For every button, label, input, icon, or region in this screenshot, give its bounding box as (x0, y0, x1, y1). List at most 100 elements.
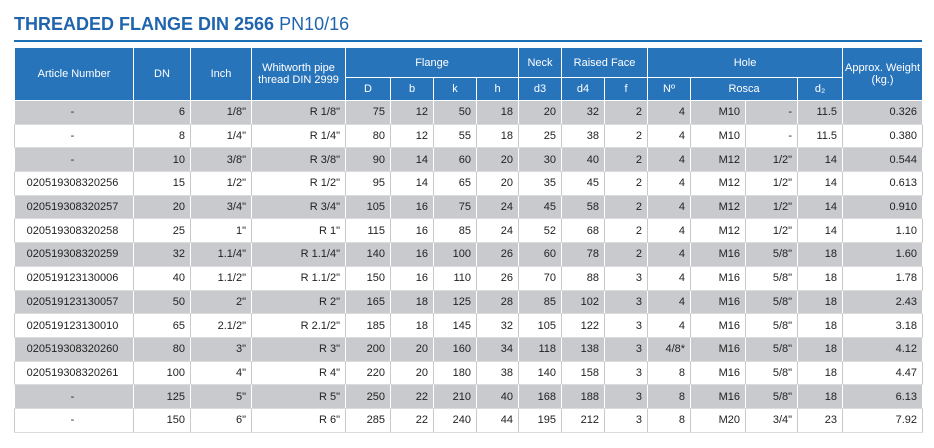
table-cell: 16 (390, 195, 434, 220)
table-row: 020519308320257 20 3/4" R 3/4" 105 16 75 24 45 58… (14, 195, 924, 220)
table-cell: 18 (797, 290, 844, 315)
table-cell: 285 (345, 408, 391, 433)
table-cell: 1/2" (745, 218, 799, 244)
head-subcell: d4 (561, 77, 606, 101)
table-cell: 0.326 (842, 100, 924, 125)
table-cell: 60 (433, 147, 477, 173)
table-cell: 75 (345, 100, 391, 125)
table-cell: 85 (433, 218, 477, 244)
table-cell: 18 (475, 124, 520, 149)
table-cell: 180 (433, 361, 477, 386)
table-cell: 4 (647, 171, 692, 196)
table-cell: R 1" (251, 218, 346, 244)
head-subcell: k (433, 77, 477, 101)
table-cell: 80 (133, 337, 191, 362)
table-cell: 22 (390, 384, 434, 409)
table-cell: 14 (797, 147, 844, 173)
table-cell: 28 (475, 290, 520, 315)
table-cell: 020519308320256 (14, 171, 134, 196)
table-cell: - (14, 100, 134, 125)
table-cell: 3 (604, 313, 649, 338)
table-row: -10 3/8" R 3/8" 90 14 60 20 30 40 2 4 M12 1/2" 14 0.54… (14, 147, 924, 173)
table-cell: 240 (433, 408, 477, 433)
table-cell: M10 (690, 100, 747, 125)
table-cell: 4 (647, 147, 692, 173)
table-cell: 11.5 (797, 124, 844, 149)
table-cell: 020519308320260 (14, 337, 134, 362)
table-cell: 7.92 (842, 408, 924, 433)
table-cell: R 4" (251, 361, 346, 386)
table-cell: 115 (345, 218, 391, 244)
head-subcell: b (390, 77, 434, 101)
table-cell: 1.10 (842, 218, 924, 244)
table-cell: 18 (797, 337, 844, 362)
table-cell: - (14, 147, 134, 173)
table-cell: 150 (133, 408, 191, 433)
table-cell: 4" (190, 361, 252, 386)
table-cell: 12 (390, 100, 434, 125)
table-cell: 12 (390, 124, 434, 149)
table-cell: 11.5 (797, 100, 844, 125)
head-subcell: d3 (518, 77, 563, 101)
table-cell: 4 (647, 195, 692, 220)
table-cell: M16 (690, 337, 747, 362)
table-cell: 168 (518, 384, 563, 409)
table-cell: 18 (797, 313, 844, 338)
table-cell: 3/4" (190, 195, 252, 220)
table-cell: 24 (475, 195, 520, 220)
table-cell: 75 (433, 195, 477, 220)
table-cell: 1/4" (190, 124, 252, 149)
head-cell: Raised Face (561, 47, 649, 78)
table-cell: 24 (475, 218, 520, 244)
table-row: 020519308320260 80 3" R 3" 200 20 160 34 118 138 3… (14, 337, 924, 362)
table-cell: 5/8" (745, 337, 799, 362)
table-cell: 18 (390, 313, 434, 338)
table-cell: 4/8* (647, 337, 692, 362)
table-cell: 100 (133, 361, 191, 386)
table-cell: 1.60 (842, 242, 924, 267)
table-cell: 4 (647, 266, 692, 291)
table-cell: 1.1/4" (190, 242, 252, 267)
table-cell: 14 (390, 147, 434, 173)
table-cell: 0.544 (842, 147, 924, 173)
table-body: -6 1/8" R 1/8" 75 12 50 18 20 32 2 4 M10-11.5 0.326-… (14, 100, 924, 433)
table-cell: R 3/4" (251, 195, 346, 220)
table-cell: 65 (133, 313, 191, 338)
table-cell: 60 (518, 242, 563, 267)
table-cell: 1/2" (190, 171, 252, 196)
table-cell: 118 (518, 337, 563, 362)
table-cell: 4 (647, 100, 692, 125)
table-cell: - (745, 124, 799, 149)
table-cell: M20 (690, 408, 747, 433)
table-cell: 4 (647, 242, 692, 267)
table-cell: M16 (690, 242, 747, 267)
table-cell: 2.1/2" (190, 313, 252, 338)
table-cell: 110 (433, 266, 477, 291)
table-cell: 2 (604, 124, 649, 149)
table-cell: 102 (561, 290, 606, 315)
table-cell: 6.13 (842, 384, 924, 409)
table-cell: 50 (133, 290, 191, 315)
table-cell: 6" (190, 408, 252, 433)
table-cell: 32 (561, 100, 606, 125)
table-cell: 18 (797, 242, 844, 267)
table-row: 020519123130010 65 2.1/2" R 2.1/2" 185 18 145 3… (14, 313, 924, 338)
table-cell: 15 (133, 171, 191, 196)
table-cell: 0.380 (842, 124, 924, 149)
table-cell: 125 (433, 290, 477, 315)
table-cell: 3/8" (190, 147, 252, 173)
table-cell: R 5" (251, 384, 346, 409)
table-cell: 45 (561, 171, 606, 196)
table-cell: 68 (561, 218, 606, 244)
table-row: -125 5" R 5" 250 22 210 40 168 188 3 8 M16 5/8" 18 6.1… (14, 384, 924, 409)
table-cell: M16 (690, 290, 747, 315)
table-cell: 25 (133, 218, 191, 244)
table-cell: 105 (345, 195, 391, 220)
table-cell: 52 (518, 218, 563, 244)
table-row: 020519308320256 15 1/2" R 1/2" 95 14 65 20 35 45 2… (14, 171, 924, 196)
table-cell: 18 (475, 100, 520, 125)
table-cell: 8 (647, 361, 692, 386)
table-cell: M12 (690, 171, 747, 196)
table-cell: R 1/4" (251, 124, 346, 149)
